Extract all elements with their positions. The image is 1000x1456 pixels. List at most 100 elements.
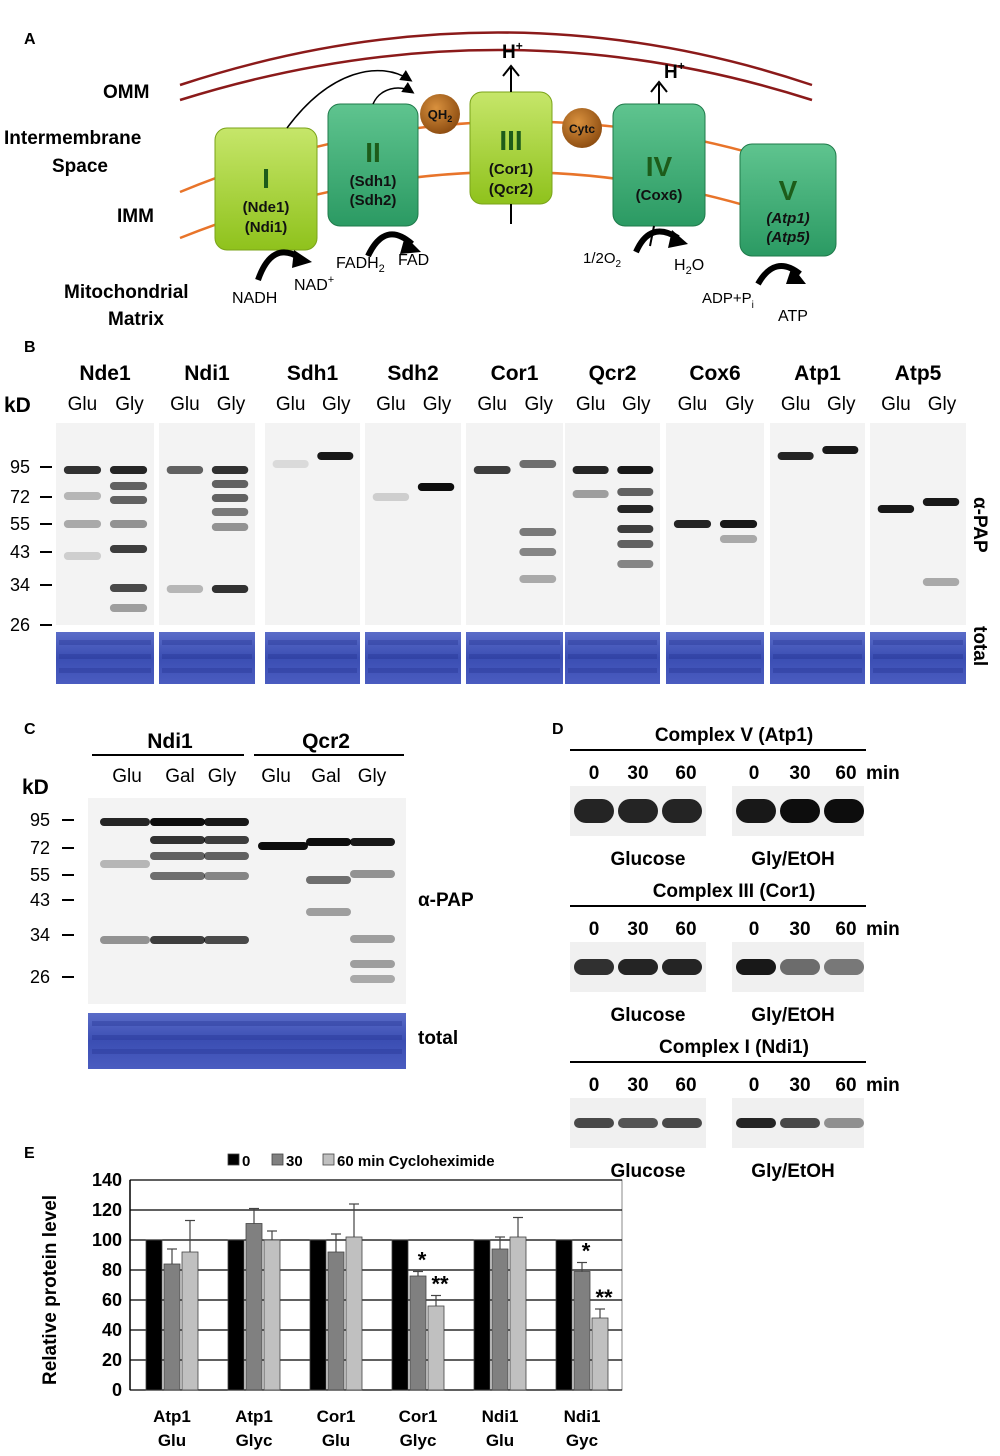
- atp-label: ATP: [778, 308, 808, 325]
- complex-iv-numeral: IV: [646, 151, 673, 182]
- blot-band: [100, 860, 150, 868]
- time-label-60: 60: [675, 763, 696, 784]
- blot-band: [719, 535, 758, 543]
- fad-label: FAD: [398, 252, 429, 269]
- blot-band: [824, 959, 864, 975]
- protein-header-atp1: Atp1: [794, 362, 841, 385]
- total-stain-band: [59, 654, 151, 659]
- blot-band: [317, 452, 354, 460]
- blot-band: [617, 488, 654, 496]
- blot-band: [617, 560, 654, 568]
- total-stain-band: [773, 668, 862, 673]
- complex-title: Complex V (Atp1): [655, 725, 813, 746]
- blot-b-headers: Nde1 Glu Gly Ndi1 Glu Gly Sdh1 Glu Gly Sdh2 Glu Gly…: [68, 362, 957, 415]
- complex-ii-sub1: (Sdh1): [350, 173, 397, 190]
- bar-60-ndi1-glu: [509, 1236, 527, 1391]
- condition-glucose: Glucose: [611, 1161, 686, 1182]
- bar-60-ndi1-gyc: [591, 1317, 609, 1391]
- total-stain-band: [368, 654, 458, 659]
- blot-band: [618, 959, 658, 975]
- panel-e: E 0 20 40 60 80 100 120 140 Relative protein lev…: [24, 1145, 623, 1450]
- bar-0-ndi1-glu: [473, 1239, 491, 1391]
- total-stain-cox6: [666, 632, 764, 684]
- x-tick-label: Cor1: [317, 1407, 356, 1426]
- total-stain-band: [368, 668, 458, 673]
- blot-c-lane-labels: Glu Gal Gly Glu Gal Gly: [112, 766, 387, 787]
- total-stain-qcr2: [565, 632, 660, 684]
- blot-d-blocks: Complex V (Atp1) 0 30 60 0 30 60 min Glucose Gly/…: [570, 725, 900, 1182]
- x-tick-label: Cor1: [399, 1407, 438, 1426]
- blot-band: [780, 959, 820, 975]
- blot-band: [662, 799, 702, 823]
- x-tick-label: Glu: [158, 1431, 186, 1450]
- blot-band: [350, 935, 395, 943]
- lane-label-glu: Glu: [112, 766, 142, 787]
- complex-iv: IV (Cox6): [612, 103, 706, 227]
- lane-label-gly: Gly: [622, 394, 651, 415]
- blot-band: [574, 1118, 614, 1128]
- significance-mark: *: [582, 1239, 591, 1264]
- blot-panel-cor1: [466, 423, 563, 625]
- total-stain-band: [162, 654, 252, 659]
- imm-label: IMM: [117, 206, 154, 227]
- protein-header-qcr2: Qcr2: [589, 362, 637, 385]
- proton-label-iii: H+: [502, 39, 523, 63]
- bar-0-cor1-glyc: [391, 1239, 409, 1391]
- protein-header-sdh1: Sdh1: [287, 362, 339, 385]
- cytc-carrier: [562, 108, 602, 148]
- blot-band: [617, 525, 654, 533]
- x-tick-label: Glu: [322, 1431, 350, 1450]
- complex-iii-numeral: III: [499, 125, 522, 156]
- panel-letter-c: C: [24, 721, 36, 738]
- blot-band: [306, 838, 351, 846]
- lane-label-glu: Glu: [678, 394, 708, 415]
- lane-label-glu: Glu: [261, 766, 291, 787]
- time-label-60: 60: [675, 1075, 696, 1096]
- blot-band: [150, 936, 205, 944]
- time-label-30: 30: [627, 919, 648, 940]
- blot-band: [662, 959, 702, 975]
- total-stain-band: [568, 668, 657, 673]
- blot-band: [519, 575, 557, 583]
- lane-label-gly: Gly: [525, 394, 554, 415]
- lane-label-glu: Glu: [576, 394, 606, 415]
- x-tick-label: Glu: [486, 1431, 514, 1450]
- y-tick-label: 40: [102, 1320, 122, 1340]
- time-unit-label: min: [866, 1075, 900, 1096]
- marker-43-kd: 43: [10, 542, 30, 562]
- blot-band: [572, 466, 609, 474]
- group-label-ndi1: Ndi1: [147, 730, 193, 753]
- total-stain-band: [92, 1021, 402, 1026]
- complex-ii-numeral: II: [365, 137, 381, 168]
- total-stain-band: [268, 640, 357, 645]
- total-stain-band: [469, 654, 560, 659]
- blot-band: [306, 908, 351, 916]
- lane-label-glu: Glu: [68, 394, 98, 415]
- lane-label-glu: Glu: [276, 394, 306, 415]
- lane-label-gly: Gly: [827, 394, 856, 415]
- lane-label-gly: Gly: [423, 394, 452, 415]
- complex-title: Complex III (Cor1): [653, 881, 816, 902]
- x-tick-label: Glyc: [400, 1431, 437, 1450]
- matrix-label-1: Mitochondrial: [64, 282, 189, 303]
- total-stain-cor1: [466, 632, 563, 684]
- x-tick-label: Glyc: [236, 1431, 273, 1450]
- blot-band: [109, 466, 148, 474]
- time-label-60: 60: [675, 919, 696, 940]
- blot-band: [736, 799, 776, 823]
- complex-i: I (Nde1) (Ndi1): [214, 127, 318, 251]
- marker-72-kd: 72: [10, 487, 30, 507]
- panel-letter-d: D: [552, 721, 564, 738]
- omm-outer-line: [179, 31, 813, 87]
- blot-band: [63, 552, 102, 560]
- total-stain-band: [368, 640, 458, 645]
- total-stain-band: [268, 668, 357, 673]
- complex-v-box: [739, 143, 837, 257]
- blot-band: [109, 584, 148, 592]
- blot-band: [204, 852, 249, 860]
- total-stain-band: [873, 654, 963, 659]
- total-stain-atp5: [870, 632, 966, 684]
- bar-0-cor1-glu: [309, 1239, 327, 1391]
- marker-34-kd: 34: [10, 575, 30, 595]
